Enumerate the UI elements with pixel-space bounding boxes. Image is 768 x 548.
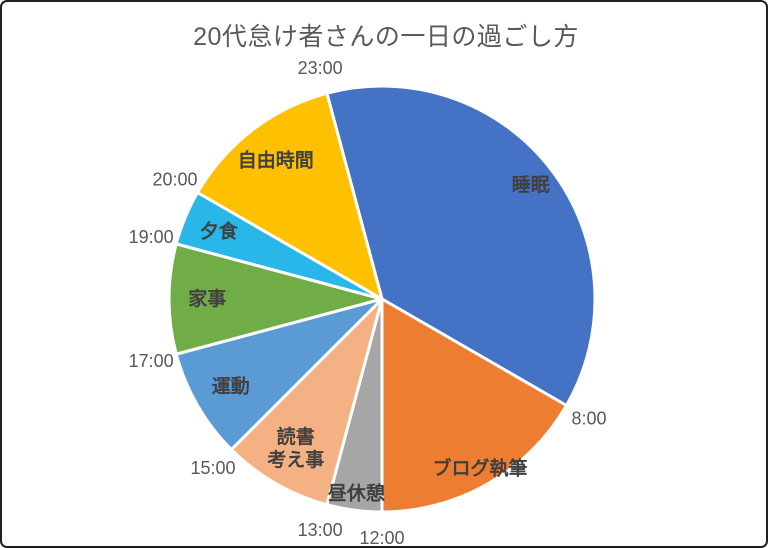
pie-slice-0 — [325, 84, 597, 407]
pie-slices — [167, 84, 597, 514]
time-label-1200: 12:00 — [359, 528, 404, 548]
pie-labels: 睡眠 23:00 ブログ執筆 8:00 昼休憩 12:00 読書考え事 13:00 運動 15:0… — [129, 58, 607, 548]
pie-slice-5 — [167, 242, 384, 356]
slice-label-1: ブログ執筆 — [432, 457, 527, 480]
pie-slice-4 — [174, 297, 384, 452]
time-label-1700: 17:00 — [129, 351, 174, 371]
slice-label-5: 家事 — [188, 287, 226, 310]
time-label-1500: 15:00 — [190, 458, 235, 478]
pie-slice-1 — [380, 297, 568, 514]
time-label-1900: 19:00 — [129, 227, 174, 247]
slice-label-6: 夕食 — [200, 219, 239, 242]
slice-label-4: 運動 — [212, 375, 250, 397]
chart-title: 20代怠け者さんの一日の過ごし方 — [193, 23, 579, 51]
time-label-800: 8:00 — [571, 409, 606, 429]
slice-label-7: 自由時間 — [238, 148, 314, 171]
pie-slice-3 — [229, 297, 384, 507]
pie-slice-7 — [196, 91, 384, 301]
time-label-1300: 13:00 — [298, 520, 343, 540]
time-label-2300: 23:00 — [298, 58, 343, 78]
time-label-2000: 20:00 — [152, 170, 197, 190]
slice-label-2: 昼休憩 — [328, 481, 385, 504]
slice-label-0: 睡眠 — [512, 174, 550, 196]
slice-label-3: 読書考え事 — [267, 425, 324, 471]
